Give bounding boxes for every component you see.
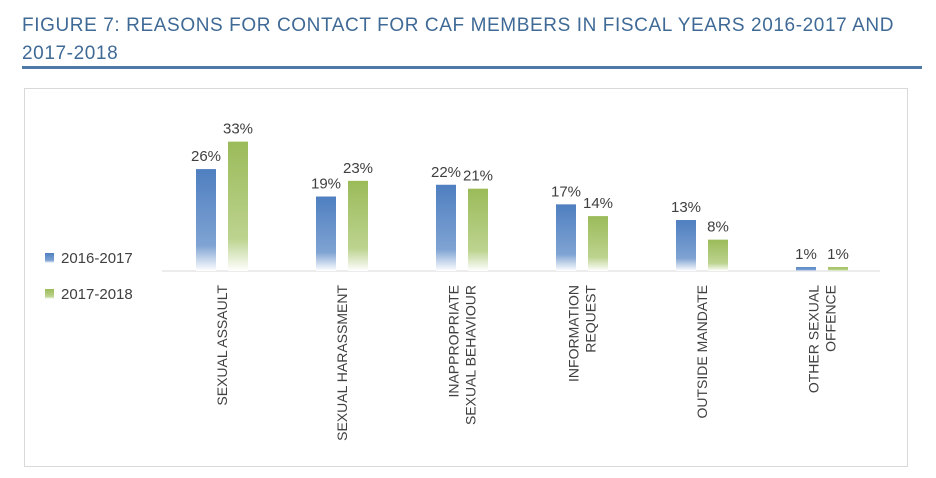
title-rule bbox=[22, 66, 922, 69]
category-label: SEXUAL BEHAVIOUR bbox=[463, 285, 479, 425]
data-label: 26% bbox=[191, 148, 221, 165]
legend-swatch bbox=[45, 289, 54, 299]
chart-frame bbox=[24, 88, 908, 467]
bar-2016-2017 bbox=[196, 169, 216, 271]
bar-2016-2017 bbox=[436, 184, 456, 271]
data-label: 1% bbox=[795, 246, 817, 263]
bar-2016-2017 bbox=[316, 196, 336, 271]
category-label: INFORMATION bbox=[566, 285, 582, 382]
bar-2017-2018 bbox=[828, 267, 848, 271]
data-label: 22% bbox=[431, 164, 461, 181]
data-label: 8% bbox=[707, 219, 729, 236]
category-label: OUTSIDE MANDATE bbox=[694, 285, 710, 419]
bar-2016-2017 bbox=[556, 204, 576, 271]
category-label: SEXUAL ASSAULT bbox=[214, 285, 230, 406]
data-label: 19% bbox=[311, 176, 341, 193]
data-label: 23% bbox=[343, 160, 373, 177]
legend-label: 2017-2018 bbox=[61, 286, 133, 303]
data-label: 17% bbox=[551, 183, 581, 200]
bar-2017-2018 bbox=[588, 216, 608, 271]
bar-2017-2018 bbox=[708, 239, 728, 271]
bar-2017-2018 bbox=[228, 141, 248, 271]
data-label: 14% bbox=[583, 195, 613, 212]
data-label: 21% bbox=[463, 168, 493, 185]
data-label: 1% bbox=[827, 246, 849, 263]
category-label: REQUEST bbox=[583, 285, 599, 353]
bar-2017-2018 bbox=[348, 180, 368, 271]
category-label: INAPPROPRIATE bbox=[446, 285, 462, 398]
bar-2016-2017 bbox=[676, 220, 696, 271]
bar-2017-2018 bbox=[468, 188, 488, 271]
legend-label: 2016-2017 bbox=[61, 250, 133, 267]
category-label: OFFENCE bbox=[823, 285, 839, 352]
data-label: 33% bbox=[223, 121, 253, 138]
category-label: OTHER SEXUAL bbox=[806, 285, 822, 393]
data-label: 13% bbox=[671, 199, 701, 216]
bar-2016-2017 bbox=[796, 267, 816, 271]
legend-swatch bbox=[45, 253, 54, 263]
category-label: SEXUAL HARASSMENT bbox=[334, 285, 350, 441]
figure-title: FIGURE 7: REASONS FOR CONTACT FOR CAF ME… bbox=[22, 15, 895, 64]
